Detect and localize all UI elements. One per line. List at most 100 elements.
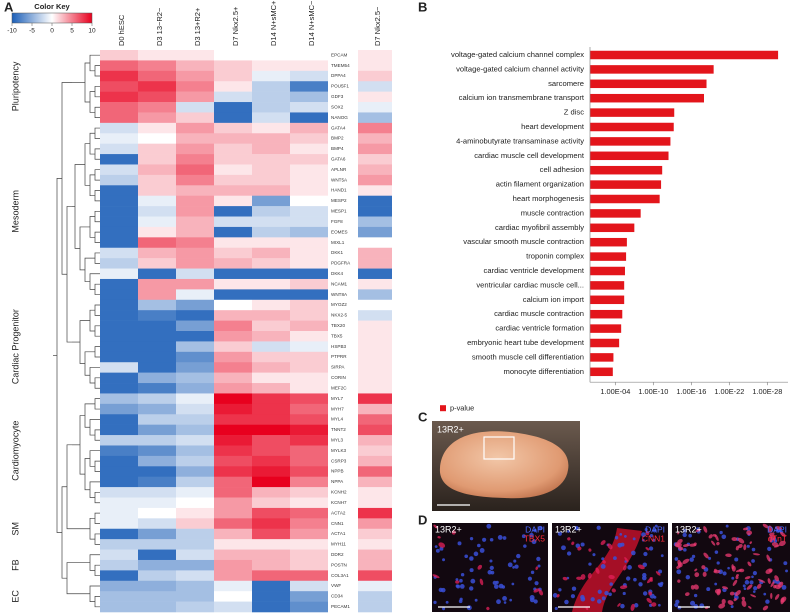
heatmap-cell [252,414,290,425]
gene-label: COL3A1 [331,573,349,578]
heatmap-cell [252,185,290,197]
stained-cell [733,598,737,602]
heatmap-cell [100,133,138,144]
stained-cell [735,590,741,596]
heatmap-cell [290,154,328,165]
heatmap-cell [290,81,328,92]
heatmap-cell [214,60,252,72]
nucleus [498,583,504,589]
heatmap-cell [290,91,328,103]
dendrogram [66,562,72,595]
nucleus [513,559,517,563]
dendrogram [66,206,72,343]
nucleus [633,577,637,582]
heatmap-cell [214,445,252,457]
nucleus [649,533,654,538]
heatmap-cell [214,476,252,488]
nucleus [691,554,696,559]
heatmap-cell [176,466,214,478]
category-label: sarcomere [548,79,584,88]
heatmap-cell [138,549,176,561]
heatmap-cell [252,320,290,332]
nucleus [751,559,755,563]
stained-cell [646,597,652,604]
nucleus [489,559,493,563]
nucleus [731,576,735,580]
dendrogram [56,178,62,533]
heatmap-cell [176,174,214,186]
stained-cell [477,564,483,570]
bar [590,165,663,175]
color-key-tick-label: -5 [29,28,35,35]
nucleus [434,545,438,548]
nucleus [652,528,657,533]
stained-cell [716,588,721,596]
stained-cell [735,545,740,551]
zoom-box [483,436,515,460]
heatmap-cell [100,112,138,124]
heatmap-cell [358,143,392,155]
gene-label: MYL7 [331,396,343,401]
stained-cell [455,580,460,584]
nucleus [469,537,474,541]
heatmap-cell [138,570,176,582]
heatmap-cell [214,299,252,311]
gene-label: FGF8 [331,219,343,224]
stained-tissue [572,528,642,612]
category-label: cardiac myofibril assembly [495,223,584,232]
heatmap-cell [214,226,252,238]
heatmap-cell [214,258,252,269]
x-tick-label: 1.00E-10 [638,387,668,396]
heatmap-cell [138,174,176,186]
nucleus [765,599,770,604]
heatmap-cell [100,247,138,259]
heatmap-cell [290,60,328,72]
heatmap-cell [290,476,328,488]
bar [590,223,635,233]
heatmap-cell [358,507,392,519]
nucleus [641,575,647,581]
heatmap-cell [100,226,138,238]
stained-cell [779,540,786,547]
nucleus [507,562,513,568]
nucleus [512,566,515,569]
dendrogram [94,190,100,202]
heatmap-cell [176,122,214,134]
heatmap-cell [176,133,214,144]
heatmap-cell [252,435,290,446]
heatmap-cell [100,164,138,176]
heatmap-cell [100,143,138,155]
heatmap-cell [252,310,290,321]
nucleus [457,541,462,546]
dendrogram [84,458,90,491]
stained-cell [743,544,747,551]
gene-label: TBX5 [331,333,343,338]
heatmap-cell [252,591,290,602]
gene-label: GATA4 [331,125,346,130]
heatmap-cell [100,195,138,207]
heatmap-cell [252,455,290,467]
gene-label: EPCAM [331,52,348,57]
heatmap-cell [138,247,176,259]
heatmap-cell [138,393,176,405]
nucleus [574,525,579,530]
heatmap-cell [290,497,328,509]
nucleus [730,605,734,609]
nucleus [725,524,729,528]
heatmap-cell [214,455,252,467]
heatmap-cell [138,497,176,509]
bar [590,324,622,333]
gene-label: SIRPA [331,365,345,370]
nucleus [459,578,463,583]
stained-cell [741,596,746,601]
gene-label: POU5F1 [331,84,349,89]
heatmap-cell [290,237,328,249]
heatmap-cell [176,476,214,488]
image-label: 13R2+ [435,524,462,534]
heatmap-cell [138,331,176,342]
heatmap-cell [176,206,214,217]
heatmap-cell [100,591,138,602]
heatmap-cell [176,351,214,363]
heatmap-cell [176,278,214,290]
